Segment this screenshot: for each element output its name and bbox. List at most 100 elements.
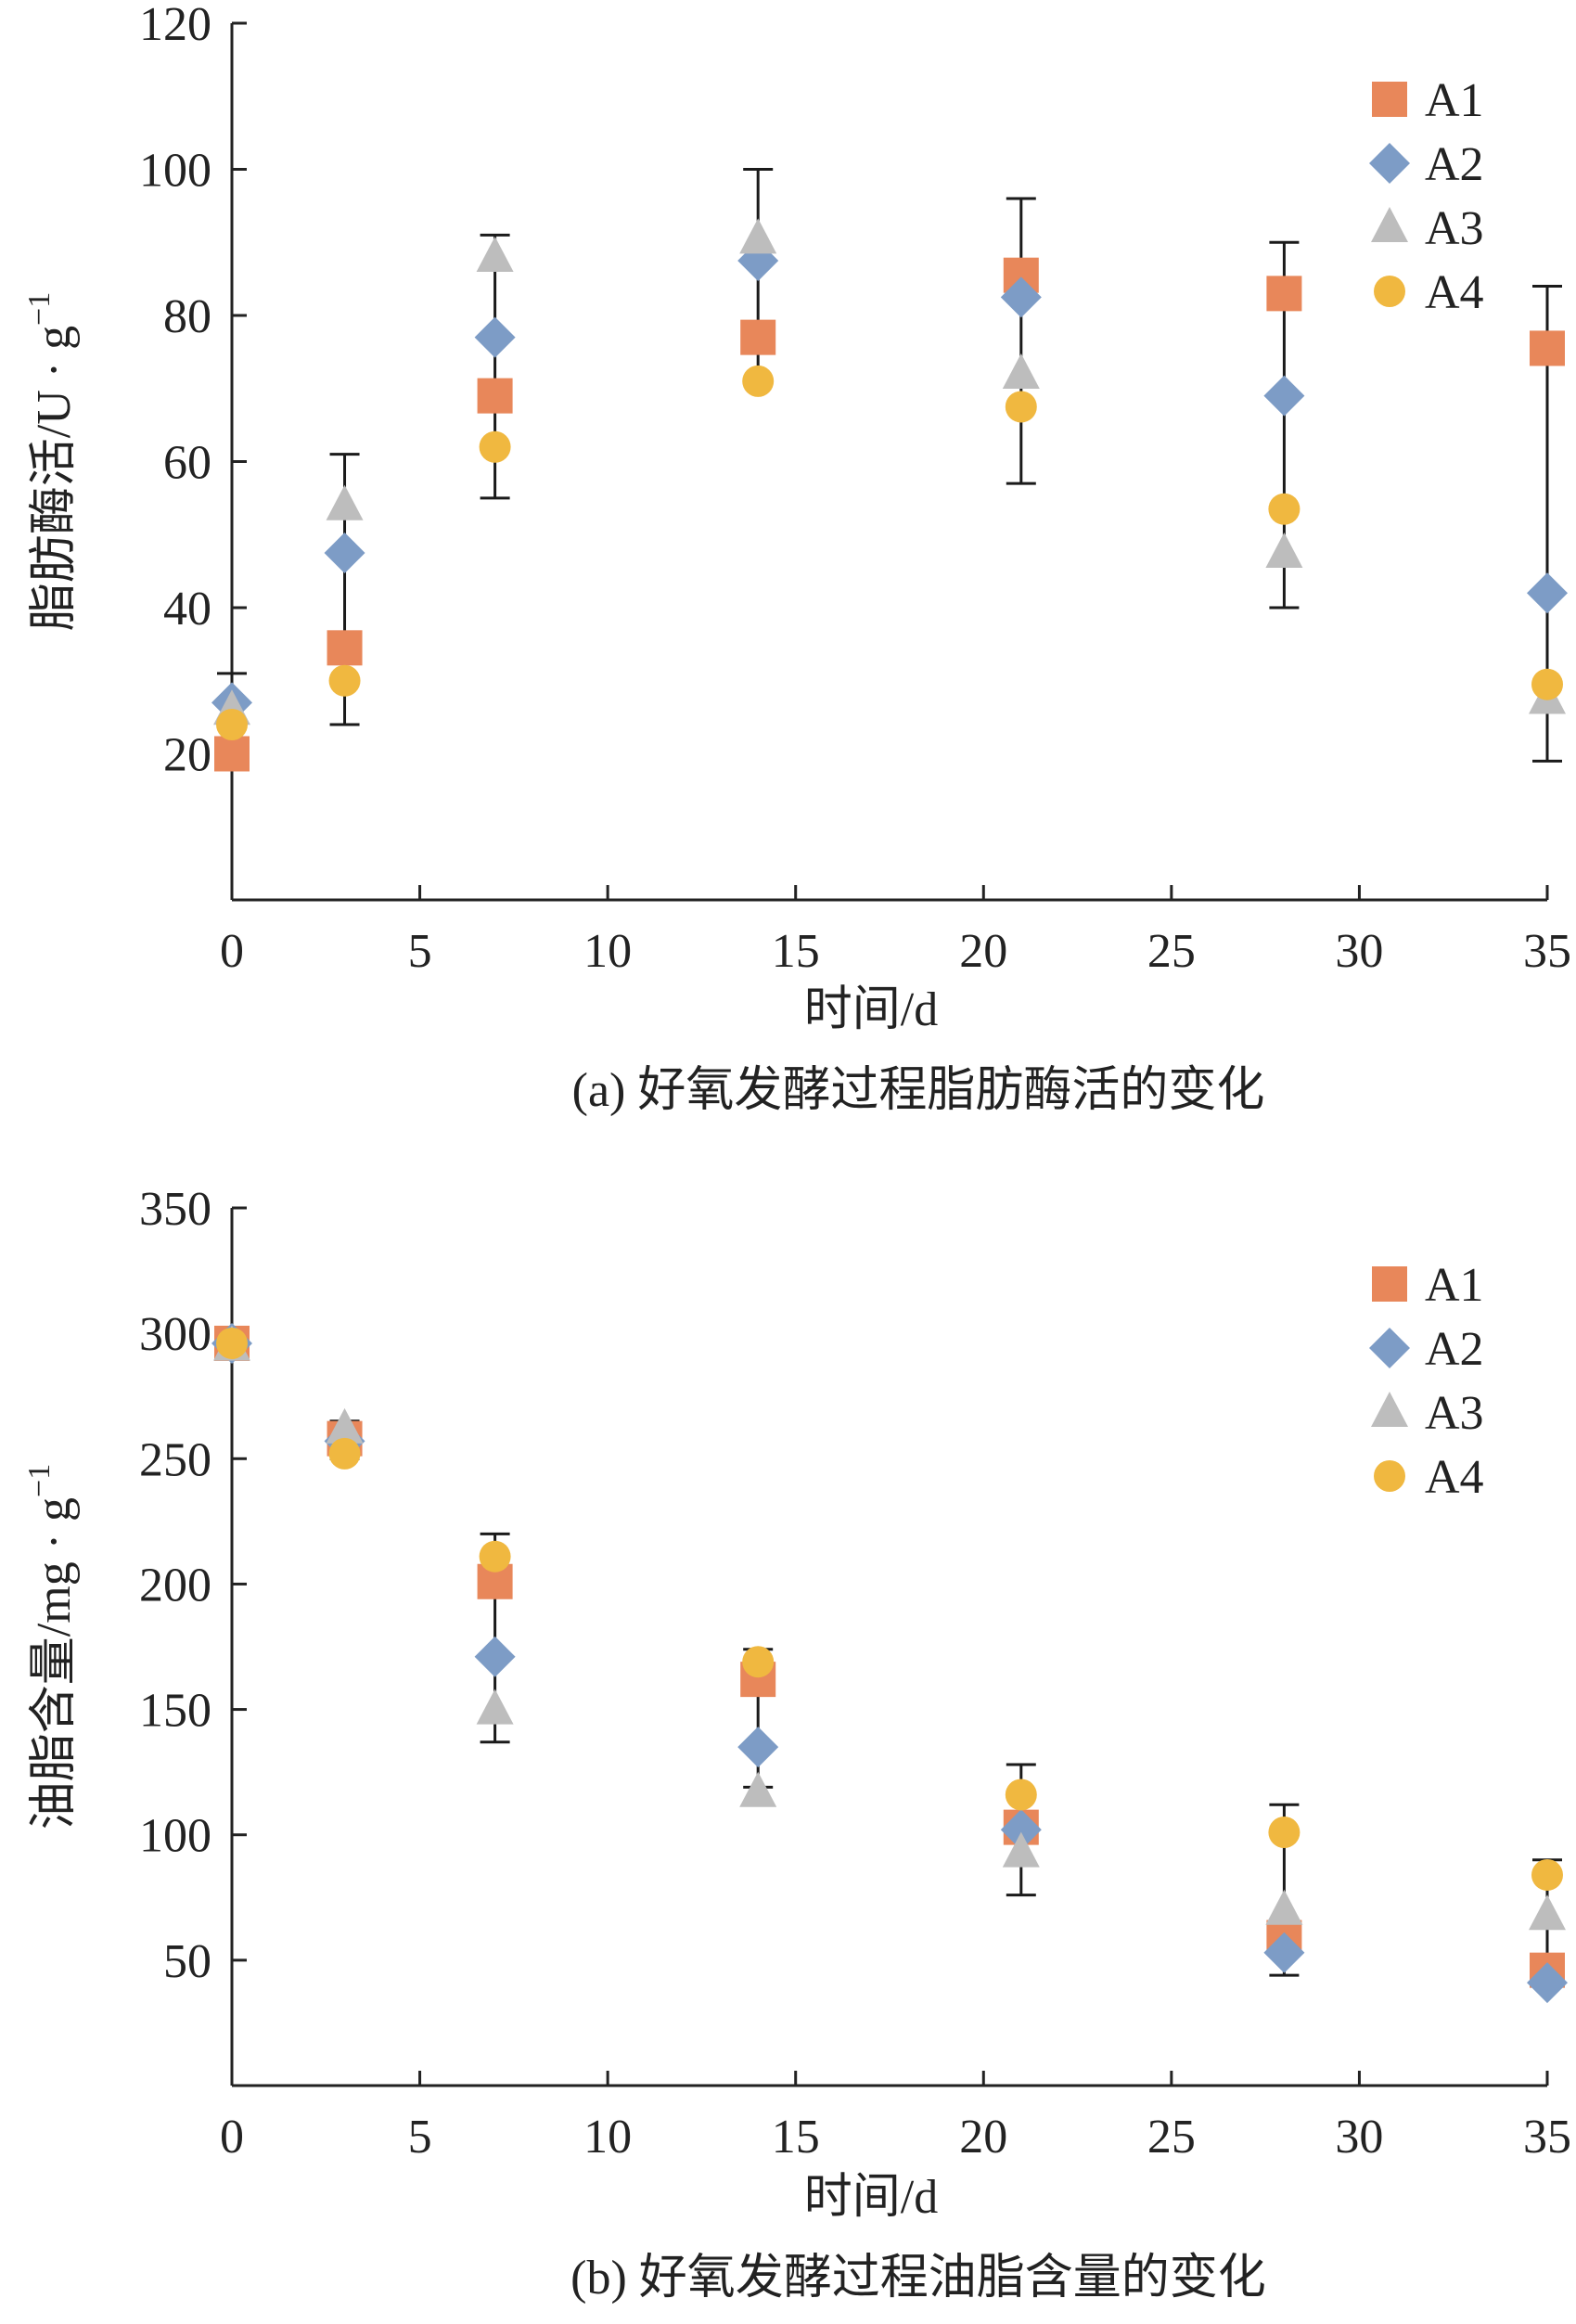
series-a1: [214, 257, 1565, 772]
data-point-a2: [474, 316, 516, 358]
chart-panel-a: 0 5 10 15 20 25 30 35 20 40 60 80 100 120 时间/d 脂肪酶活/U ·…: [22, 0, 1571, 1117]
data-point-a4: [216, 1327, 248, 1359]
data-point-a4: [1005, 1778, 1037, 1811]
data-point-a3: [739, 218, 777, 254]
y-tick-label: 100: [139, 1810, 211, 1863]
x-tick-label: 25: [1147, 2111, 1196, 2164]
x-tick-label: 15: [772, 925, 820, 978]
data-point-a3: [476, 237, 514, 272]
series-a2: [211, 1322, 1568, 2004]
data-point-a1: [1266, 276, 1302, 312]
data-point-a3: [326, 1407, 364, 1444]
y-tick-label: 150: [139, 1685, 211, 1738]
data-point-a4: [742, 365, 775, 397]
data-point-a3: [1529, 1894, 1566, 1931]
x-tick-label: 5: [408, 925, 432, 978]
y-tick-label: 250: [139, 1433, 211, 1486]
data-point-a3: [476, 1688, 514, 1725]
data-point-a4: [479, 430, 511, 463]
data-point-a4: [216, 709, 248, 740]
legend-label-a1: A1: [1425, 1259, 1484, 1312]
x-tick-label: 20: [959, 925, 1007, 978]
data-point-a4: [328, 664, 361, 697]
chart-caption: (a) 好氧发酵过程脂肪酶活的变化: [572, 1064, 1265, 1117]
data-point-a4: [1531, 1858, 1563, 1891]
y-axis-title: 脂肪酶活/U · g−1: [22, 292, 81, 632]
data-point-a2: [1527, 572, 1568, 614]
data-point-a2: [1263, 1932, 1305, 1973]
error-bar: [1006, 197, 1036, 485]
y-axis-title: 油脂含量/mg · g−1: [22, 1464, 81, 1830]
data-point-a1: [740, 319, 776, 355]
x-tick-label: 10: [583, 2111, 632, 2164]
legend-label-a3: A3: [1425, 202, 1484, 255]
y-axis-title-superscript: −1: [22, 292, 57, 326]
y-tick-label: 350: [139, 1183, 211, 1236]
legend-label-a4: A4: [1425, 1451, 1484, 1504]
data-point-a3: [1002, 353, 1040, 389]
data-point-a2: [1000, 276, 1042, 318]
data-point-a2: [1527, 1962, 1568, 2004]
data-point-a2: [1000, 1809, 1042, 1851]
legend-marker-a3: [1371, 207, 1408, 242]
x-tick-label: 30: [1335, 925, 1383, 978]
y-axis-title-text: 油脂含量/mg · g: [28, 1497, 81, 1830]
data-point-a4: [479, 1540, 511, 1573]
x-tick-label: 0: [220, 925, 244, 978]
x-tick-label: 30: [1335, 2111, 1383, 2164]
data-point-a1: [327, 630, 363, 666]
data-point-a2: [1263, 375, 1305, 417]
legend-marker-a2: [1369, 1328, 1410, 1368]
x-tick-label: 5: [408, 2111, 432, 2164]
series-a3: [213, 1325, 1566, 1931]
y-tick-label: 100: [139, 145, 211, 198]
y-tick-label: 50: [163, 1935, 211, 1988]
chart-panel-b: 0 5 10 15 20 25 30 35 50 100 150 200 250 300 350 时间/d 油脂…: [22, 1183, 1571, 2305]
data-point-a3: [1265, 532, 1303, 568]
legend-marker-a1: [1372, 1266, 1407, 1302]
y-axis-title-superscript: −1: [22, 1464, 57, 1497]
data-point-a2: [474, 1636, 516, 1677]
data-point-a2: [737, 1727, 779, 1768]
y-tick-label: 20: [163, 729, 211, 782]
data-point-a4: [328, 1437, 361, 1470]
y-tick-label: 200: [139, 1559, 211, 1611]
y-tick-label: 120: [139, 0, 211, 51]
legend: A1 A2 A3 A4: [1369, 74, 1484, 319]
x-tick-label: 35: [1523, 2111, 1571, 2164]
legend-label-a1: A1: [1425, 74, 1484, 127]
y-tick-label: 80: [163, 290, 211, 343]
series-a1: [214, 1325, 1565, 1988]
data-point-a4: [742, 1646, 775, 1678]
y-tick-label: 40: [163, 583, 211, 636]
y-axis-title-text: 脂肪酶活/U · g: [28, 326, 81, 631]
y-tick-label: 300: [139, 1308, 211, 1361]
chart-caption: (b) 好氧发酵过程油脂含量的变化: [570, 2252, 1266, 2305]
x-tick-label: 25: [1147, 925, 1196, 978]
data-point-a4: [1005, 391, 1037, 423]
data-point-a1: [214, 736, 250, 772]
x-tick-label: 20: [959, 2111, 1007, 2164]
x-tick-label: 15: [772, 2111, 820, 2164]
legend-label-a4: A4: [1425, 266, 1484, 319]
y-tick-label: 60: [163, 437, 211, 490]
series-a4: [216, 1327, 1563, 1891]
data-point-a3: [739, 1771, 777, 1807]
legend: A1 A2 A3 A4: [1369, 1259, 1484, 1504]
data-point-a4: [1531, 668, 1563, 700]
x-tick-label: 35: [1523, 925, 1571, 978]
x-tick-label: 10: [583, 925, 632, 978]
series-a4: [216, 365, 1563, 740]
data-point-a3: [326, 484, 364, 520]
series-a2: [211, 239, 1568, 724]
x-axis-title: 时间/d: [804, 2171, 938, 2224]
x-tick-label: 0: [220, 2111, 244, 2164]
legend-label-a2: A2: [1425, 138, 1484, 191]
data-point-a3: [1002, 1831, 1040, 1868]
data-point-a3: [1265, 1889, 1303, 1925]
x-axis-title: 时间/d: [804, 983, 938, 1036]
legend-label-a3: A3: [1425, 1387, 1484, 1440]
legend-marker-a4: [1374, 276, 1405, 307]
legend-marker-a1: [1372, 82, 1407, 117]
